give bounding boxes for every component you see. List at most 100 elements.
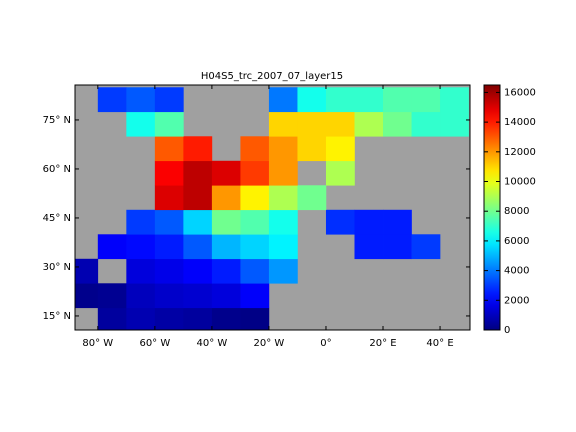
cell <box>97 87 127 113</box>
colorbar-tick-label: 6000 <box>504 236 529 247</box>
cell <box>297 185 327 211</box>
cell <box>126 234 156 260</box>
cell <box>183 234 213 260</box>
cell <box>183 307 213 330</box>
x-tick-label: 20° W <box>254 338 285 349</box>
y-tick-label: 60° N <box>43 164 71 175</box>
cell <box>240 283 270 309</box>
colorbar <box>483 84 501 331</box>
cell <box>240 160 270 186</box>
cell <box>211 307 241 330</box>
cell <box>75 258 99 284</box>
cell <box>240 307 270 330</box>
cell <box>383 209 412 235</box>
cell <box>97 283 127 309</box>
cell <box>354 87 384 113</box>
cell <box>240 136 270 162</box>
cell <box>268 234 298 260</box>
cell <box>268 185 298 211</box>
cell <box>211 209 241 235</box>
cell <box>354 111 384 137</box>
cell <box>97 307 127 330</box>
cell <box>97 234 127 260</box>
colorbar-tick-label: 10000 <box>504 177 536 188</box>
cell <box>383 87 412 113</box>
cell <box>354 209 384 235</box>
cell <box>411 234 441 260</box>
cell <box>126 283 156 309</box>
cell <box>154 258 184 284</box>
colorbar-tick-label: 0 <box>504 325 510 336</box>
y-tick-label: 15° N <box>43 311 71 322</box>
cell <box>325 111 355 137</box>
cell <box>183 283 213 309</box>
cell <box>126 111 156 137</box>
cell <box>183 136 213 162</box>
cell <box>211 258 241 284</box>
cell <box>383 111 412 137</box>
cell <box>411 111 441 137</box>
cell <box>297 87 327 113</box>
cell <box>211 185 241 211</box>
cell <box>240 185 270 211</box>
cell <box>268 87 298 113</box>
x-tick-label: 40° W <box>196 338 227 349</box>
cell <box>154 234 184 260</box>
x-tick-label: 20° E <box>369 338 396 349</box>
colorbar-tick-label: 16000 <box>504 87 536 98</box>
cell <box>126 87 156 113</box>
field <box>75 87 469 330</box>
cell <box>440 111 469 137</box>
cell <box>154 111 184 137</box>
cell <box>154 185 184 211</box>
cell <box>325 136 355 162</box>
colorbar-tick-label: 8000 <box>504 206 529 217</box>
cell <box>325 87 355 113</box>
axes-box <box>74 84 471 331</box>
cell <box>411 87 441 113</box>
cell <box>126 307 156 330</box>
colorbar-tick-label: 14000 <box>504 117 536 128</box>
cell <box>440 87 469 113</box>
cell <box>183 209 213 235</box>
colorbar-tick-label: 2000 <box>504 295 529 306</box>
cell <box>240 234 270 260</box>
x-tick-label: 60° W <box>139 338 170 349</box>
cell <box>126 209 156 235</box>
cell <box>154 160 184 186</box>
cell <box>183 160 213 186</box>
cell <box>211 283 241 309</box>
cell <box>183 258 213 284</box>
cell <box>268 111 298 137</box>
colorbar-tick-label: 4000 <box>504 266 529 277</box>
cell <box>211 160 241 186</box>
cell <box>154 209 184 235</box>
cell <box>325 160 355 186</box>
y-tick-label: 75° N <box>43 115 71 126</box>
x-tick-label: 80° W <box>82 338 113 349</box>
cell <box>297 111 327 137</box>
cell <box>75 283 99 309</box>
cell <box>268 160 298 186</box>
cell <box>268 258 298 284</box>
cell <box>354 234 384 260</box>
cell <box>154 307 184 330</box>
x-tick-label: 0° <box>320 338 331 349</box>
cell <box>268 209 298 235</box>
cell <box>126 258 156 284</box>
cell <box>154 283 184 309</box>
cell <box>183 185 213 211</box>
y-tick-label: 30° N <box>43 262 71 273</box>
colorbar-tick-label: 12000 <box>504 147 536 158</box>
cell <box>297 136 327 162</box>
chart-title: H04S5_trc_2007_07_layer15 <box>201 71 343 82</box>
cell <box>383 234 412 260</box>
cell <box>240 258 270 284</box>
cell <box>268 136 298 162</box>
y-tick-label: 45° N <box>43 213 71 224</box>
cell <box>240 209 270 235</box>
cell <box>154 136 184 162</box>
cell <box>154 87 184 113</box>
cell <box>325 209 355 235</box>
